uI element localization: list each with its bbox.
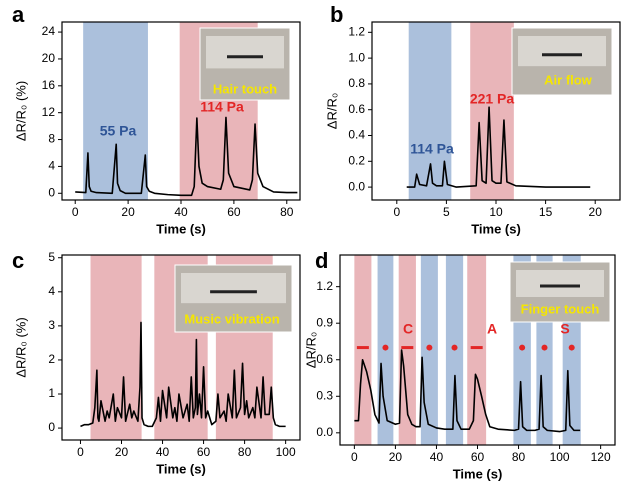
annotation: S	[560, 321, 569, 337]
data-line	[80, 321, 286, 428]
shaded-region	[398, 255, 416, 445]
y-tick-label: 3	[48, 318, 55, 332]
x-tick-label: 40	[174, 205, 188, 219]
x-tick-label: 20	[389, 450, 403, 464]
x-tick-label: 40	[156, 445, 170, 459]
y-tick-label: 1.2	[348, 24, 365, 38]
y-axis-title: ΔR/R₀	[324, 93, 339, 129]
y-tick-label: 1.0	[348, 50, 365, 64]
panel: Music vibration 0 20 40 60 80 100 0 1 2 3 4 5 Time (s…	[12, 248, 301, 476]
shaded-region	[354, 255, 372, 445]
x-tick-label: 15	[539, 205, 553, 219]
y-tick-label: 0.0	[348, 179, 365, 193]
x-tick-label: 80	[238, 445, 252, 459]
x-axis-title: Time (s)	[471, 221, 521, 236]
shaded-region	[408, 22, 452, 200]
y-tick-label: 0	[48, 420, 55, 434]
inset-detail	[518, 36, 606, 67]
x-tick-label: 20	[589, 205, 603, 219]
annotation: 114 Pa	[200, 99, 244, 115]
morse-dot	[426, 344, 433, 351]
x-tick-label: 0	[72, 205, 79, 219]
y-tick-label: 0.2	[348, 153, 365, 167]
y-tick-label: 0.6	[348, 102, 365, 116]
x-tick-label: 0	[393, 205, 400, 219]
annotation: 114 Pa	[410, 141, 454, 157]
x-tick-label: 60	[471, 450, 485, 464]
data-line	[406, 106, 591, 188]
inset-label: Hair touch	[213, 81, 277, 96]
x-tick-label: 10	[489, 205, 503, 219]
inset-label: Finger touch	[521, 301, 600, 316]
y-axis-title: ΔR/R₀	[303, 332, 318, 368]
x-tick-label: 60	[227, 205, 241, 219]
panel: Air flow 0 5 10 15 20 0.0 0.2 0.4 0.6 0.8 1.0 1.2 Tim…	[324, 2, 621, 236]
morse-dot	[568, 344, 575, 351]
x-tick-label: 120	[591, 450, 611, 464]
panel: Finger touch 0 20 40 60 80 100 120 0.0 0.3 0.6 0.9 1…	[303, 248, 616, 481]
y-tick-label: 0.6	[316, 352, 333, 366]
panel-letter: c	[12, 248, 24, 273]
y-tick-label: 4	[48, 159, 55, 173]
panel: Hair touch 0 20 40 60 80 0 4 8 12 16 20 24 Time (s) ΔR…	[12, 2, 301, 236]
inset-label: Music vibration	[184, 311, 279, 326]
data-line	[354, 349, 581, 433]
inset-label: Air flow	[544, 72, 593, 87]
inset-detail	[516, 270, 604, 297]
panel-letter: d	[315, 248, 328, 273]
x-axis-title: Time (s)	[156, 461, 206, 476]
x-tick-label: 5	[443, 205, 450, 219]
data-line	[75, 116, 298, 197]
shaded-region	[467, 255, 487, 445]
x-tick-label: 60	[197, 445, 211, 459]
x-axis-title: Time (s)	[156, 221, 206, 236]
x-tick-label: 100	[276, 445, 296, 459]
y-tick-label: 8	[48, 132, 55, 146]
y-axis-title: ΔR/R₀ (%)	[13, 317, 28, 377]
panel-letter: b	[330, 2, 343, 27]
morse-dot	[451, 344, 458, 351]
y-tick-label: 12	[42, 105, 56, 119]
y-tick-label: 5	[48, 250, 55, 264]
inset-detail	[181, 273, 286, 304]
morse-dot	[382, 344, 389, 351]
y-tick-label: 0.4	[348, 128, 365, 142]
annotation: A	[487, 321, 497, 337]
inset-detail	[206, 36, 284, 69]
y-tick-label: 0	[48, 185, 55, 199]
y-tick-label: 0.8	[348, 76, 365, 90]
annotation: C	[403, 321, 413, 337]
morse-dot	[519, 344, 526, 351]
x-tick-label: 80	[512, 450, 526, 464]
x-tick-label: 20	[115, 445, 129, 459]
plot-frame	[61, 254, 301, 441]
y-tick-label: 1.2	[316, 279, 333, 293]
y-tick-label: 0.9	[316, 315, 333, 329]
y-tick-label: 16	[42, 78, 56, 92]
y-tick-label: 1	[48, 386, 55, 400]
y-tick-label: 0.0	[316, 425, 333, 439]
x-tick-label: 0	[77, 445, 84, 459]
x-tick-label: 100	[550, 450, 570, 464]
shaded-region	[90, 255, 142, 440]
x-tick-label: 0	[351, 450, 358, 464]
annotation: 55 Pa	[100, 123, 137, 139]
x-tick-label: 20	[121, 205, 135, 219]
y-tick-label: 4	[48, 284, 55, 298]
annotation: 221 Pa	[470, 91, 515, 107]
morse-dot	[541, 344, 548, 351]
y-axis-title: ΔR/R₀ (%)	[13, 81, 28, 141]
y-tick-label: 24	[42, 24, 56, 38]
panel-letter: a	[12, 2, 25, 27]
y-tick-label: 2	[48, 352, 55, 366]
y-tick-label: 20	[42, 51, 56, 65]
y-tick-label: 0.3	[316, 388, 333, 402]
x-axis-title: Time (s)	[453, 466, 503, 481]
x-tick-label: 40	[430, 450, 444, 464]
x-tick-label: 80	[280, 205, 294, 219]
shaded-region	[83, 22, 148, 200]
